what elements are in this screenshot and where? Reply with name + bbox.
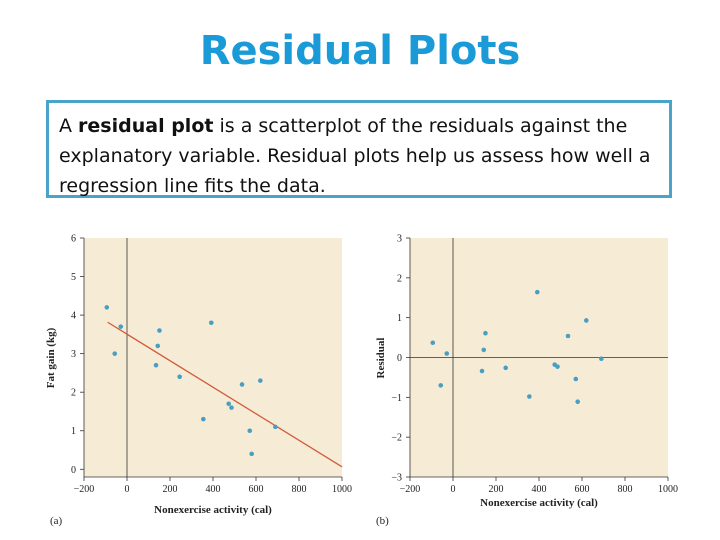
- data-point: [438, 383, 444, 388]
- data-point: [118, 324, 124, 329]
- x-tick-label: 600: [575, 484, 590, 495]
- data-point: [249, 451, 254, 457]
- definition-text: is a scatterplot of the residuals agains…: [59, 115, 651, 197]
- data-point: [226, 401, 231, 407]
- x-axis-label: Nonexercise activity (cal): [480, 497, 598, 509]
- x-tick-label: 800: [292, 484, 307, 495]
- tick-labels-group: −200 0 200 400 600 800 1000 −3 −2 −1 0 1 2 3: [391, 234, 678, 496]
- y-axis-label: Fat gain (kg): [45, 327, 57, 388]
- data-point: [258, 378, 263, 383]
- panel-label: (a): [50, 515, 63, 527]
- data-point: [201, 416, 206, 422]
- y-tick-label: −2: [391, 433, 402, 444]
- y-tick-label: 4: [71, 311, 76, 322]
- data-point: [208, 320, 214, 326]
- data-point: [584, 318, 589, 323]
- data-point: [503, 365, 508, 371]
- y-tick-label: 5: [71, 272, 76, 283]
- x-tick-label: 200: [163, 484, 178, 495]
- y-axis-label: Residual: [375, 338, 387, 379]
- definition-box: A residual plot is a scatterplot of the …: [46, 100, 672, 198]
- y-tick-label: 2: [397, 273, 402, 284]
- x-tick-label: 1000: [332, 484, 352, 495]
- data-point: [247, 428, 253, 434]
- x-tick-label: 1000: [658, 484, 678, 495]
- data-point: [573, 376, 579, 382]
- y-tick-label: 2: [71, 388, 76, 399]
- axes-group: [406, 237, 669, 481]
- x-tick-label: 800: [618, 484, 633, 495]
- data-point: [534, 289, 540, 295]
- x-tick-label: 0: [451, 484, 456, 495]
- y-tick-label: 0: [71, 465, 76, 476]
- slide-title: Residual Plots: [199, 28, 521, 74]
- y-tick-label: 6: [71, 234, 76, 245]
- data-points-group: [104, 305, 278, 457]
- data-point: [479, 368, 485, 374]
- y-tick-label: 1: [71, 426, 76, 437]
- definition-prefix: A: [59, 115, 79, 137]
- data-point: [483, 330, 488, 336]
- data-point: [177, 374, 182, 380]
- x-tick-label: −200: [74, 484, 95, 495]
- y-tick-label: 1: [397, 313, 402, 324]
- data-point: [481, 347, 487, 353]
- axes-group: [80, 237, 343, 481]
- data-point: [444, 351, 450, 356]
- x-tick-label: 0: [125, 484, 130, 495]
- x-axis-label: Nonexercise activity (cal): [154, 504, 272, 516]
- data-point: [555, 364, 560, 369]
- data-point: [430, 340, 436, 346]
- data-point: [155, 343, 161, 349]
- data-point: [575, 399, 580, 405]
- data-point: [153, 362, 159, 368]
- data-point: [157, 328, 162, 333]
- regression-line: [107, 321, 343, 468]
- data-point: [599, 356, 604, 361]
- x-tick-label: 600: [249, 484, 264, 495]
- residual-scatterplot: −200 0 200 400 600 800 1000 −3 −2 −1 0 1 2 3 Nonexerc…: [375, 234, 678, 528]
- panel-label: (b): [376, 515, 389, 527]
- data-point: [527, 394, 532, 399]
- fat-gain-scatterplot: −200 0 200 400 600 800 1000 0 1 2 3 4 5 6 Nonexercise…: [45, 234, 352, 528]
- y-tick-label: −3: [391, 473, 402, 484]
- data-point: [229, 405, 234, 410]
- definition-term: residual plot: [78, 115, 214, 137]
- x-tick-label: 400: [532, 484, 547, 495]
- x-tick-label: 400: [206, 484, 221, 495]
- data-point: [273, 424, 278, 430]
- data-point: [565, 333, 571, 339]
- data-point: [104, 305, 110, 310]
- y-tick-label: 0: [397, 353, 402, 364]
- x-tick-label: −200: [400, 484, 421, 495]
- data-point: [239, 382, 245, 387]
- plot-area: [84, 238, 342, 477]
- y-tick-label: −1: [391, 393, 402, 404]
- x-tick-label: 200: [489, 484, 504, 495]
- data-point: [112, 351, 118, 356]
- data-points-group: [430, 289, 604, 405]
- y-tick-label: 3: [397, 234, 402, 245]
- y-tick-label: 3: [71, 349, 76, 360]
- tick-labels-group: −200 0 200 400 600 800 1000 0 1 2 3 4 5 6: [71, 234, 352, 496]
